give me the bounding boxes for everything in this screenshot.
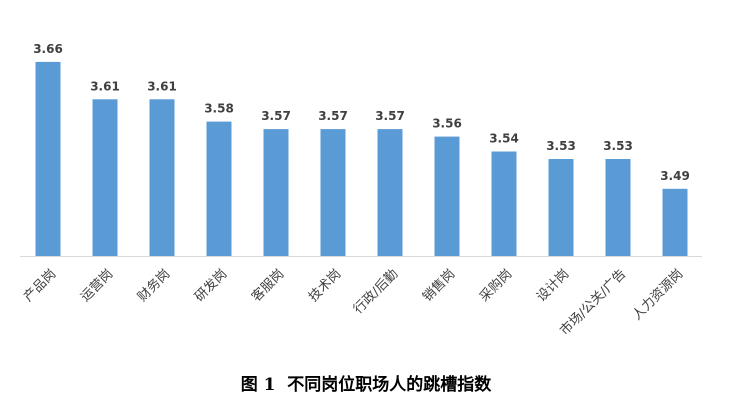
category-label-8: 采购岗: [476, 266, 515, 305]
bar-1: [92, 99, 118, 256]
data-label-0: 3.66: [33, 42, 63, 56]
bar-5: [320, 129, 346, 256]
category-label-1: 运营岗: [78, 267, 116, 305]
data-label-3: 3.58: [204, 102, 234, 116]
category-label-5: 技术岗: [306, 267, 344, 305]
data-label-11: 3.49: [660, 169, 690, 183]
data-label-8: 3.54: [489, 132, 519, 146]
category-label-7: 销售岗: [419, 266, 458, 305]
bars-layer: [35, 61, 688, 257]
data-label-6: 3.57: [375, 109, 405, 123]
category-label-4: 客服岗: [248, 266, 287, 305]
bar-chart: 3.66 3.61 3.61 3.58 3.57 3.57 3.57 3.56 3.54 3.53…: [20, 42, 702, 339]
bar-6: [377, 129, 403, 256]
category-label-0: 产品岗: [21, 267, 59, 305]
bar-8: [491, 151, 517, 256]
bar-9: [548, 159, 574, 256]
data-label-5: 3.57: [318, 109, 348, 123]
bar-2: [149, 99, 175, 256]
bar-0: [35, 61, 61, 257]
category-label-2: 财务岗: [134, 266, 173, 305]
data-label-2: 3.61: [147, 79, 177, 93]
category-label-9: 设计岗: [534, 267, 572, 305]
data-label-1: 3.61: [90, 79, 120, 93]
figure-caption: 图 1 不同岗位职场人的跳槽指数: [240, 375, 492, 395]
data-label-7: 3.56: [432, 117, 462, 131]
category-label-3: 研发岗: [191, 266, 230, 305]
bar-10: [605, 159, 631, 256]
value-labels-layer: 3.66 3.61 3.61 3.58 3.57 3.57 3.57 3.56 3.54 3.53…: [33, 42, 690, 183]
category-labels-layer: 产品岗 运营岗 财务岗 研发岗 客服岗 技术岗 行政/后勤 销售岗 采购岗 设计岗市场/公关/广告…: [21, 266, 686, 339]
bar-3: [206, 121, 232, 256]
data-label-9: 3.53: [546, 139, 576, 153]
bar-7: [434, 136, 460, 256]
data-label-10: 3.53: [603, 139, 633, 153]
bar-11: [662, 188, 688, 256]
data-label-4: 3.57: [261, 109, 291, 123]
bar-4: [263, 129, 289, 256]
category-label-11: 人力资源岗: [630, 267, 687, 324]
category-label-6: 行政/后勤: [351, 267, 401, 317]
